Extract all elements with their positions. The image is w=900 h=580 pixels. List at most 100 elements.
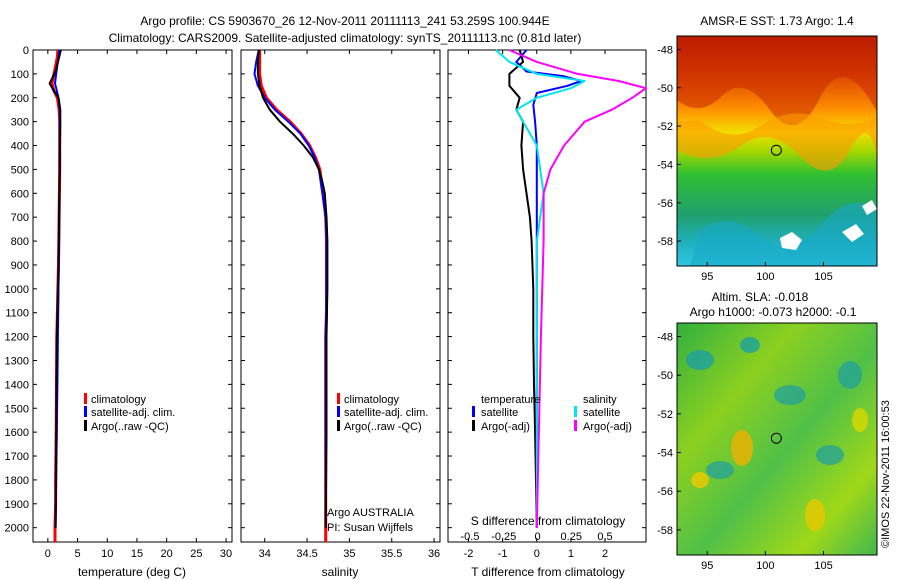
series-line-temperature-argo-adj- [508, 49, 538, 528]
t-difference-axis: -2 -1 0 1 2 [464, 50, 608, 560]
legend-label-temp-argo: Argo(-adj) [481, 421, 530, 433]
legend-label-satellite: satellite-adj. clim. [91, 407, 175, 419]
depth-tick-label: 200 [11, 93, 29, 105]
lat-tick-label: -56 [657, 486, 673, 498]
lon-tick-label: 105 [814, 271, 832, 283]
lat-tick-label: -58 [657, 525, 673, 537]
x-tick-label: 30 [220, 548, 232, 560]
depth-tick-label: 1400 [5, 379, 29, 391]
lon-tick-label: 105 [814, 560, 832, 572]
legend-label-argo: Argo(..raw -QC) [91, 421, 169, 433]
series-line-salinity-argo-adj- [509, 49, 647, 528]
header-line-1: Argo profile: CS 5903670_26 12-Nov-2011 … [140, 14, 549, 28]
legend-title-temperature: temperature [481, 394, 540, 406]
difference-legend: temperature satellite Argo(-adj) salinit… [472, 394, 632, 433]
sla-latitude-axis: -48 -50 -52 -54 -56 -58 [657, 332, 681, 537]
x-tick-label: 15 [131, 548, 143, 560]
salinity-depth-ticks [241, 49, 440, 529]
x-tick-label: 0 [45, 548, 51, 560]
salinity-profile-panel: 34 34.5 35 35.5 36 salinity climatology sate… [240, 49, 441, 579]
salinity-plot-frame [240, 49, 441, 543]
difference-plot-frame [447, 49, 647, 543]
legend-swatch-climatology [337, 393, 340, 404]
temperature-legend: climatology satellite-adj. clim. Argo(..… [84, 393, 175, 433]
depth-tick-label: 1000 [5, 284, 29, 296]
sla-map-title-2: Argo h1000: -0.073 h2000: -0.1 [690, 305, 857, 319]
sla-blob-warm [731, 430, 753, 466]
salinity-x-label: salinity [322, 565, 359, 579]
depth-tick-label: 400 [11, 141, 29, 153]
depth-tick-label: 1200 [5, 332, 29, 344]
x-tick-label: 5 [74, 548, 80, 560]
legend-swatch-satellite [84, 406, 87, 417]
sst-front-mid [677, 113, 877, 171]
legend-swatch-satellite [337, 406, 340, 417]
lat-tick-label: -54 [657, 448, 673, 460]
s-difference-label: S difference from climatology [471, 514, 626, 528]
sla-blob [706, 461, 734, 479]
depth-tick-label: 1300 [5, 355, 29, 367]
argo-country-label: Argo AUSTRALIA [327, 507, 414, 519]
x-tick-label: 10 [101, 548, 113, 560]
difference-depth-ticks [448, 49, 646, 529]
x-tick-label: 35 [343, 548, 355, 560]
sst-cloud-gap [780, 200, 877, 250]
legend-swatch-argo [337, 420, 340, 431]
lat-tick-label: -58 [657, 236, 673, 248]
x-tick-label: 35.5 [381, 548, 402, 560]
sla-blob-warm [805, 499, 825, 531]
sst-map-frame [676, 35, 878, 267]
x-tick-label: -1 [498, 548, 508, 560]
lat-tick-label: -50 [657, 83, 673, 95]
sst-map-title: AMSR-E SST: 1.73 Argo: 1.4 [700, 14, 854, 28]
temperature-profile-panel: 0100200300400500600700800900100011001200… [5, 45, 233, 579]
x-tick-label: 2 [602, 548, 608, 560]
s-diff-tick-label: 0.25 [561, 531, 582, 543]
depth-tick-label: 1700 [5, 451, 29, 463]
x-tick-label: 1 [568, 548, 574, 560]
lat-tick-label: -48 [657, 332, 673, 344]
legend-swatch-sal-satellite [574, 406, 577, 417]
sla-longitude-axis: 95 100 105 [701, 551, 833, 572]
x-tick-label: 20 [161, 548, 173, 560]
lat-tick-label: -56 [657, 198, 673, 210]
argo-position-marker [770, 144, 782, 156]
sla-blob [838, 361, 862, 389]
header-line-2: Climatology: CARS2009. Satellite-adjuste… [109, 31, 582, 45]
series-line-climatology [258, 50, 328, 542]
legend-swatch-climatology [84, 393, 87, 404]
x-tick-label: 34.5 [296, 548, 317, 560]
salinity-legend: climatology satellite-adj. clim. Argo(..… [337, 393, 428, 433]
legend-swatch-sal-argo [574, 420, 577, 431]
salinity-axis: 34 34.5 35 35.5 36 [259, 50, 440, 560]
temperature-x-label: temperature (deg C) [78, 565, 186, 579]
legend-swatch-temp-argo [472, 420, 475, 431]
sla-map-title-1: Altim. SLA: -0.018 [712, 290, 809, 304]
lat-tick-label: -54 [657, 159, 673, 171]
legend-label-climatology: climatology [344, 394, 400, 406]
imos-timestamp: ©IMOS 22-Nov-2011 16:00:53 [880, 400, 892, 548]
legend-swatch-temp-satellite [472, 406, 475, 417]
legend-label-satellite: satellite-adj. clim. [344, 407, 428, 419]
x-tick-label: 36 [428, 548, 440, 560]
lat-tick-label: -52 [657, 409, 673, 421]
lon-tick-label: 95 [701, 271, 713, 283]
depth-tick-label: 1600 [5, 427, 29, 439]
sla-blob [740, 337, 760, 353]
s-difference-axis: -0.5 -0.25 0 0.25 0.5 [461, 531, 613, 543]
lat-tick-label: -48 [657, 44, 673, 56]
depth-tick-label: 2000 [5, 523, 29, 535]
depth-tick-label: 600 [11, 188, 29, 200]
sla-blob-warm [691, 472, 709, 488]
lat-tick-label: -50 [657, 370, 673, 382]
lon-tick-label: 95 [701, 560, 713, 572]
legend-label-climatology: climatology [91, 394, 147, 406]
depth-tick-label: 1800 [5, 475, 29, 487]
argo-position-marker [770, 432, 782, 444]
depth-tick-label: 0 [23, 45, 29, 57]
depth-tick-label: 700 [11, 212, 29, 224]
depth-tick-label: 800 [11, 236, 29, 248]
depth-axis: 0 100 200 300 400 500 600 700 800 900 1000 1100 1200… [5, 45, 232, 535]
temperature-axis: 0 5 10 15 20 25 30 [45, 50, 232, 560]
